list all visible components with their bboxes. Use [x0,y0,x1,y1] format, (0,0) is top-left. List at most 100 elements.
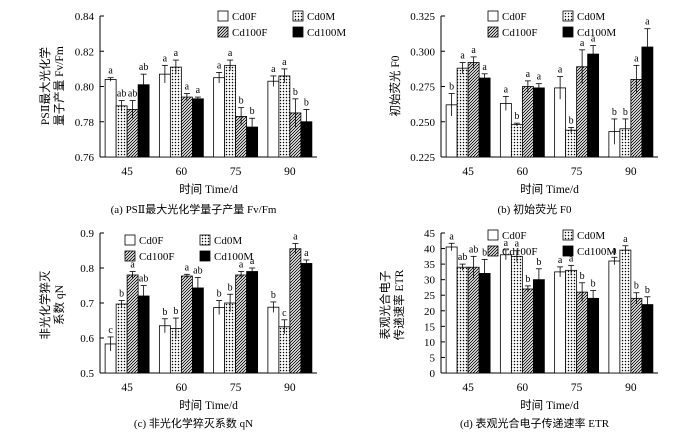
significance-letter: b [173,306,178,317]
significance-letter: a [504,238,509,249]
significance-letter: a [185,82,190,93]
significance-letter: a [108,66,113,77]
significance-letter: b [449,82,454,93]
bar-Cd100F [289,248,302,374]
significance-letter: a [558,65,563,76]
x-tick-label: 75 [571,166,583,178]
significance-letter: ab [139,274,148,285]
bar-Cd100M [246,271,259,374]
bar-Cd0F [267,80,280,158]
bar-Cd100M [641,304,654,374]
y-tick-label: 0.5 [80,368,94,380]
x-tick-label: 45 [462,382,474,394]
bar-Cd100F [126,274,139,374]
significance-letter: ab [139,62,148,73]
significance-letter: a [537,72,542,83]
significance-letter: a [558,255,563,266]
significance-letter: ab [117,89,126,100]
legend-swatch-Cd100F [124,250,136,262]
y-tick-label: 30 [424,275,436,287]
significance-letter: a [482,62,487,73]
legend-label-Cd0F: Cd0F [502,230,526,242]
significance-letter: b [569,115,574,126]
bar-Cd0M [619,249,632,374]
legend-label-Cd100M: Cd100M [214,251,253,263]
y-axis-label-line: 表观光合电子 [378,271,392,340]
bar-Cd100M [587,297,600,374]
legend-swatch-Cd0F [217,10,229,22]
x-tick-label: 90 [625,166,637,178]
legend-swatch-Cd0M [199,234,211,246]
y-tick-label: 0.80 [75,82,95,94]
y-tick-label: 0.9 [80,228,94,240]
significance-letter: b [514,111,519,122]
significance-letter: a [471,45,476,56]
legend-swatch-Cd100F [487,245,499,257]
legend-swatch-Cd0M [562,10,574,22]
significance-letter: a [591,34,596,45]
bar-Cd100M [191,98,204,158]
legend-label-Cd0F: Cd0F [139,235,163,247]
legend-swatch-Cd100M [199,250,211,262]
significance-letter: a [185,262,190,273]
bar-Cd100F [467,62,480,158]
bar-Cd100M [532,279,545,374]
significance-letter: a [645,17,650,28]
significance-letter: a [293,232,298,243]
panel-caption: (d) 表观光合电子传递速率 ETR [460,416,610,430]
significance-letter: ab [469,244,478,255]
y-tick-label: 0 [430,368,436,380]
bar-Cd0F [213,307,226,374]
legend-swatch-Cd100M [562,26,574,38]
legend-label-Cd0M: Cd0M [307,11,335,23]
y-tick-label: 0.6 [80,333,94,345]
legend-label-Cd100F: Cd100F [502,246,537,258]
bar-Cd100M [532,87,545,158]
y-tick-label: 15 [424,321,436,333]
bar-Cd100F [467,266,480,374]
bar-Cd100F [180,96,193,158]
significance-letter: a [174,48,179,59]
y-tick-label: 25 [424,290,436,302]
legend-label-Cd100F: Cd100F [502,27,537,39]
significance-letter: a [569,253,574,264]
bar-Cd100M [137,295,150,374]
x-tick-label: 75 [571,382,583,394]
x-axis-label: 时间 Time/d [179,183,238,196]
bar-Cd0F [499,254,512,374]
x-tick-label: 90 [625,382,637,394]
y-tick-label: 10 [424,337,436,349]
significance-letter: a [580,38,585,49]
bar-Cd0M [456,67,469,158]
bar-Cd100M [478,77,491,158]
y-axis-label: 表观光合电子 传递速率 ETR [378,269,406,340]
bar-Cd100M [478,273,491,374]
bar-Cd100M [300,263,313,374]
bar-Cd0M [224,302,237,374]
y-tick-label: 0.225 [410,152,435,164]
legend-swatch-Cd100M [292,26,304,38]
significance-letter: b [612,107,617,118]
y-tick-label: 0.76 [75,152,95,164]
x-tick-label: 60 [517,166,529,178]
legend: Cd0F Cd0M Cd100F Cd100M [124,234,253,263]
x-axis-label: 时间 Time/d [179,399,238,412]
bar-Cd0M [565,269,578,374]
bar-Cd0F [104,79,117,158]
y-axis-label-line: 初始荧光 F0 [388,55,402,116]
significance-letter: a [504,84,509,95]
x-tick-label: 75 [230,166,242,178]
bar-Cd0F [608,260,621,374]
significance-letter: ab [458,252,467,263]
y-tick-label: 0.8 [80,263,94,275]
significance-letter: a [612,245,617,256]
bar-Cd0M [510,255,523,374]
y-tick-label: 20 [424,306,436,318]
bar-Cd0M [565,129,578,158]
y-axis-label-line: PSⅡ最大光化学 [38,47,52,125]
significance-letter: a [526,69,531,80]
significance-letter: b [591,279,596,290]
